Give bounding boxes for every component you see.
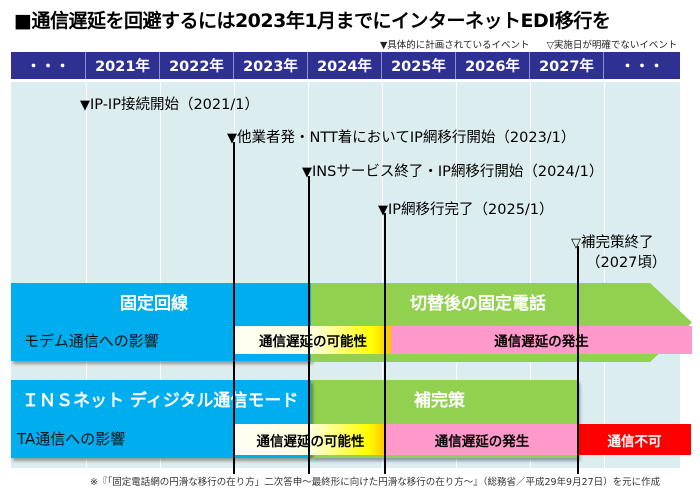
planned-triangle-icon: ▼: [80, 98, 90, 113]
legend-planned: ▼具体的に計画されているイベント: [380, 40, 530, 51]
planned-triangle-icon: ▼: [227, 131, 237, 146]
ta-delay-occur: 通信遅延の発生: [386, 424, 578, 455]
modem-impact-label: モデム通信への影響: [24, 332, 159, 350]
gridline: [382, 82, 383, 468]
header-cell-2024: 2024年: [308, 52, 382, 79]
event-line-2025: [384, 213, 386, 474]
footnote: ※『「固定電話網の円滑な移行の在り方」二次答申～最終形に向けた円滑な移行の在り方…: [90, 477, 661, 488]
header-cell-2025: 2025年: [382, 52, 456, 79]
event-complement-end-date: （2027頃）: [586, 255, 667, 271]
header-cell-before: ・・・: [11, 52, 86, 79]
modem-delay-possible: 通信遅延の可能性: [235, 326, 391, 354]
gridline: [86, 82, 87, 468]
gridline: [604, 82, 605, 468]
event-line-2023: [233, 142, 235, 474]
ta-impact-label: TA通信への影響: [17, 430, 126, 448]
fixed-line-title: 固定回線: [120, 294, 188, 314]
header-cell-2022: 2022年: [160, 52, 234, 79]
event-ip-ip-connection: ▼IP-IP接続開始（2021/1）: [80, 97, 259, 113]
planned-triangle-icon: ▼: [302, 165, 312, 180]
ins-net-title: ＩＮＳネット ディジタル通信モード: [22, 391, 299, 411]
new-fixed-phone-title: 切替後の固定電話: [410, 294, 546, 314]
event-other-carrier-migration: ▼他業者発・NTT着においてIP網移行開始（2023/1）: [227, 130, 576, 146]
timeline-header: ・・・ 2021年 2022年 2023年 2024年 2025年 2026年 …: [11, 52, 680, 79]
event-complement-end: ▽補完策終了: [571, 235, 654, 251]
header-cell-2026: 2026年: [456, 52, 530, 79]
header-cell-2027: 2027年: [530, 52, 604, 79]
unplanned-triangle-icon: ▽: [571, 236, 581, 251]
page-title: ■通信遅延を回避するには2023年1月までにインターネットEDI移行を: [14, 10, 611, 32]
event-line-2024: [308, 176, 310, 474]
ta-delay-possible: 通信遅延の可能性: [235, 424, 386, 455]
modem-delay-occur: 通信遅延の発生: [391, 326, 692, 354]
gridline: [456, 82, 457, 468]
complement-title: 補完策: [414, 391, 465, 411]
header-cell-2021: 2021年: [86, 52, 160, 79]
legend-unplanned: ▽実施日が明確でないイベント: [546, 40, 678, 51]
ta-communication-impossible: 通信不可: [578, 424, 691, 455]
gridline: [530, 82, 531, 468]
header-cell-2023: 2023年: [234, 52, 308, 79]
gridline: [160, 82, 161, 468]
legend: ▼具体的に計画されているイベント ▽実施日が明確でないイベント: [380, 37, 691, 51]
event-ip-migration-complete: ▼IP網移行完了（2025/1）: [378, 202, 554, 218]
event-line-2027: [577, 246, 579, 474]
planned-triangle-icon: ▼: [378, 203, 388, 218]
event-ins-service-end: ▼INSサービス終了・IP網移行開始（2024/1）: [302, 164, 604, 180]
header-cell-after: ・・・: [620, 59, 664, 75]
